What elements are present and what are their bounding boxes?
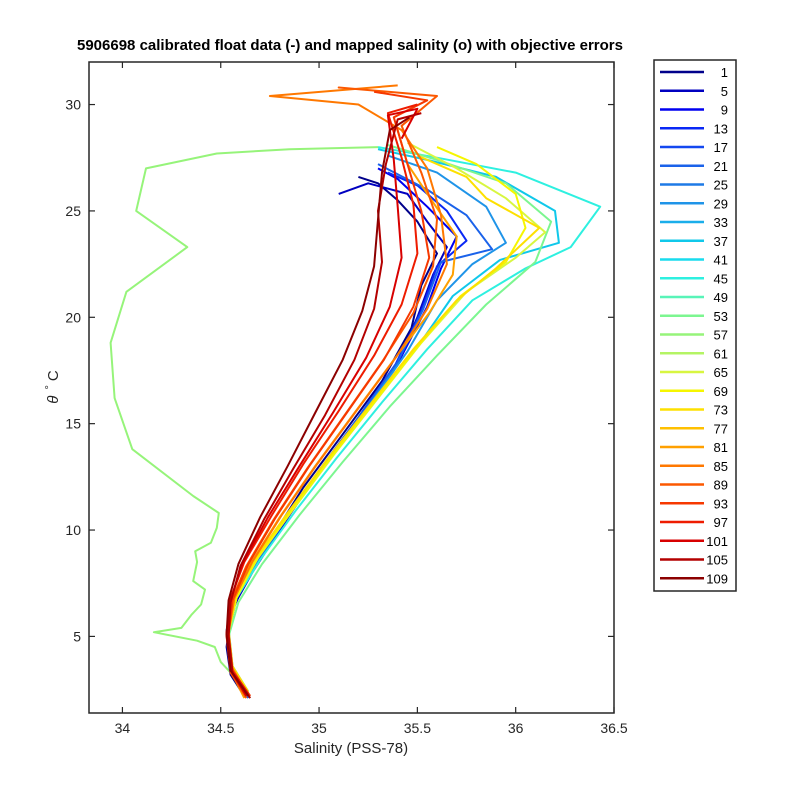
- legend-label: 45: [714, 271, 728, 286]
- y-axis-label-symbol: θ: [45, 396, 62, 404]
- legend-label: 29: [714, 196, 728, 211]
- legend-item-5: 5: [660, 84, 728, 99]
- legend-label: 73: [714, 403, 728, 418]
- legend-label: 109: [706, 571, 728, 586]
- legend-item-65: 65: [660, 365, 728, 380]
- legend-item-45: 45: [660, 271, 728, 286]
- legend-label: 1: [721, 65, 728, 80]
- legend-item-93: 93: [660, 496, 728, 511]
- series-line-105: [227, 112, 422, 699]
- legend-item-29: 29: [660, 196, 728, 211]
- y-tick-label: 15: [65, 416, 81, 432]
- legend-item-81: 81: [660, 440, 728, 455]
- series-line-53: [227, 144, 553, 695]
- legend-item-33: 33: [660, 215, 728, 230]
- legend-label: 69: [714, 384, 728, 399]
- x-tick-label: 35: [311, 720, 327, 736]
- legend-label: 13: [714, 121, 728, 136]
- legend-item-69: 69: [660, 384, 728, 399]
- legend-item-73: 73: [660, 403, 728, 418]
- legend-label: 53: [714, 309, 728, 324]
- series-line-85: [227, 84, 448, 697]
- x-tick-label: 34.5: [207, 720, 234, 736]
- y-tick-label: 30: [65, 97, 81, 113]
- y-axis-label-degree: °: [44, 385, 56, 389]
- legend-label: 5: [721, 84, 728, 99]
- series-layer: [109, 84, 602, 699]
- legend-item-1: 1: [660, 65, 728, 80]
- series-line-109: [225, 116, 411, 697]
- legend-label: 37: [714, 234, 728, 249]
- legend-item-109: 109: [660, 571, 728, 586]
- legend-item-85: 85: [660, 459, 728, 474]
- y-axis-label-unit: C: [45, 370, 62, 381]
- legend-label: 33: [714, 215, 728, 230]
- legend-label: 21: [714, 159, 728, 174]
- legend-label: 97: [714, 515, 728, 530]
- legend-label: 25: [714, 178, 728, 193]
- y-axis-label: θ ° C: [44, 370, 62, 404]
- legend-item-17: 17: [660, 140, 728, 155]
- legend-label: 65: [714, 365, 728, 380]
- legend-label: 101: [706, 534, 728, 549]
- legend-label: 49: [714, 290, 728, 305]
- x-tick-label: 36.5: [600, 720, 627, 736]
- legend-item-49: 49: [660, 290, 728, 305]
- legend-item-101: 101: [660, 534, 728, 549]
- plot-background: [89, 62, 614, 713]
- legend-label: 93: [714, 496, 728, 511]
- y-tick-label: 25: [65, 203, 81, 219]
- legend-item-21: 21: [660, 159, 728, 174]
- x-tick-label: 36: [508, 720, 524, 736]
- y-tick-label: 10: [65, 522, 81, 538]
- legend-item-25: 25: [660, 178, 728, 193]
- series-line-57: [109, 146, 379, 699]
- legend-label: 9: [721, 103, 728, 118]
- tick-layer: 34 34.5 35 35.5 36 36.5 5 10 15 20 25 30: [65, 62, 628, 736]
- legend-item-105: 105: [660, 553, 728, 568]
- legend-label: 17: [714, 140, 728, 155]
- legend-label: 105: [706, 553, 728, 568]
- x-axis-label: Salinity (PSS-78): [294, 740, 408, 757]
- legend-label: 41: [714, 253, 728, 268]
- legend-item-13: 13: [660, 121, 728, 136]
- legend-item-77: 77: [660, 421, 728, 436]
- legend: 1 5 9 13 17 21 25 29 33 37 41 45 49 53 57 61 65 69 73 77 81 8…: [653, 59, 737, 592]
- legend-label: 85: [714, 459, 728, 474]
- legend-label: 77: [714, 421, 728, 436]
- legend-item-57: 57: [660, 328, 728, 343]
- legend-item-89: 89: [660, 478, 728, 493]
- legend-item-97: 97: [660, 515, 728, 530]
- chart-title: 5906698 calibrated float data (-) and ma…: [77, 37, 623, 54]
- legend-label: 61: [714, 346, 728, 361]
- y-tick-label: 5: [73, 628, 81, 644]
- plot-area: 34 34.5 35 35.5 36 36.5 5 10 15 20 25 30: [65, 61, 628, 736]
- legend-item-9: 9: [660, 103, 728, 118]
- x-tick-label: 35.5: [404, 720, 431, 736]
- legend-item-41: 41: [660, 253, 728, 268]
- y-tick-label: 20: [65, 309, 81, 325]
- legend-items: 1 5 9 13 17 21 25 29 33 37 41 45 49 53 57 61 65 69 73 77 81 8…: [660, 65, 728, 586]
- legend-item-37: 37: [660, 234, 728, 249]
- x-tick-label: 34: [115, 720, 131, 736]
- legend-label: 89: [714, 478, 728, 493]
- legend-label: 57: [714, 328, 728, 343]
- legend-label: 81: [714, 440, 728, 455]
- legend-item-61: 61: [660, 346, 728, 361]
- legend-item-53: 53: [660, 309, 728, 324]
- plot-frame: [88, 61, 615, 714]
